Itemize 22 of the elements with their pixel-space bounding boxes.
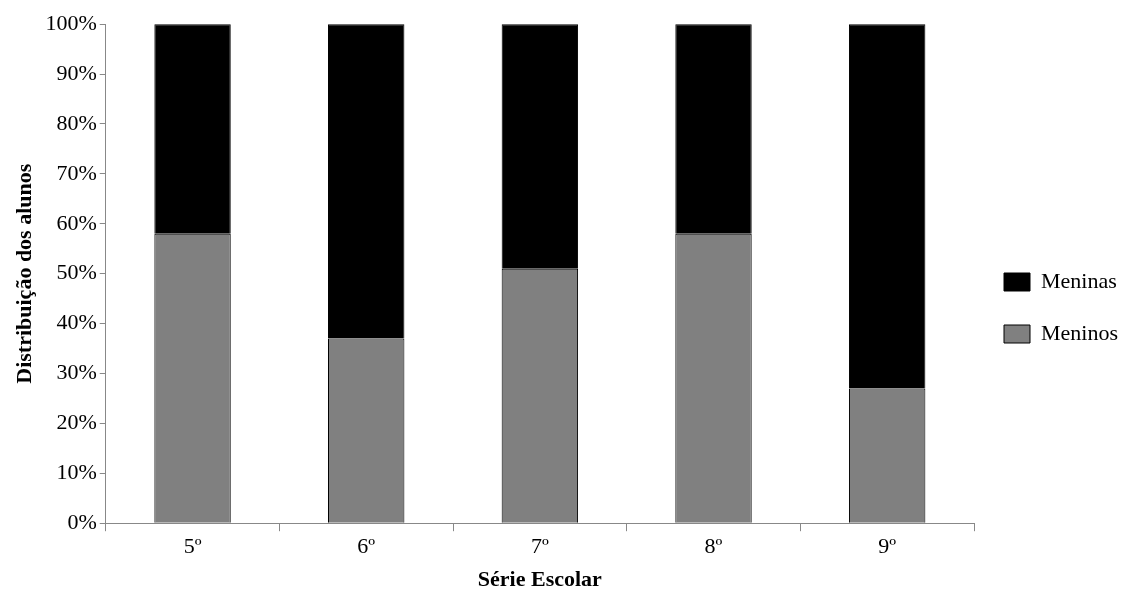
y-tick-label: 50%	[56, 259, 97, 285]
y-tick-label: 0%	[67, 508, 97, 534]
x-tick-label: 9º	[878, 533, 897, 559]
bar	[675, 24, 752, 234]
legend-label: Meninos	[1041, 319, 1118, 345]
y-axis-title: Distribuição dos alunos	[10, 163, 36, 384]
y-tick-label: 80%	[56, 109, 97, 135]
x-tick-label: 6º	[357, 533, 376, 559]
bar	[154, 24, 231, 234]
legend-label: Meninas	[1041, 267, 1117, 293]
y-tick-label: 60%	[56, 209, 97, 235]
y-tick-label: 40%	[56, 309, 97, 335]
y-tick-label: 90%	[56, 59, 97, 85]
y-tick-label: 30%	[56, 359, 97, 385]
y-tick-label: 70%	[56, 159, 97, 185]
x-tick-label: 7º	[530, 533, 549, 559]
y-tick-label: 20%	[56, 409, 97, 435]
y-tick-label: 10%	[56, 459, 97, 485]
x-axis-title: Série Escolar	[477, 566, 603, 592]
y-tick-label: 100%	[45, 9, 97, 35]
x-tick-label: 5º	[183, 533, 202, 559]
x-tick-label: 8º	[704, 533, 723, 559]
